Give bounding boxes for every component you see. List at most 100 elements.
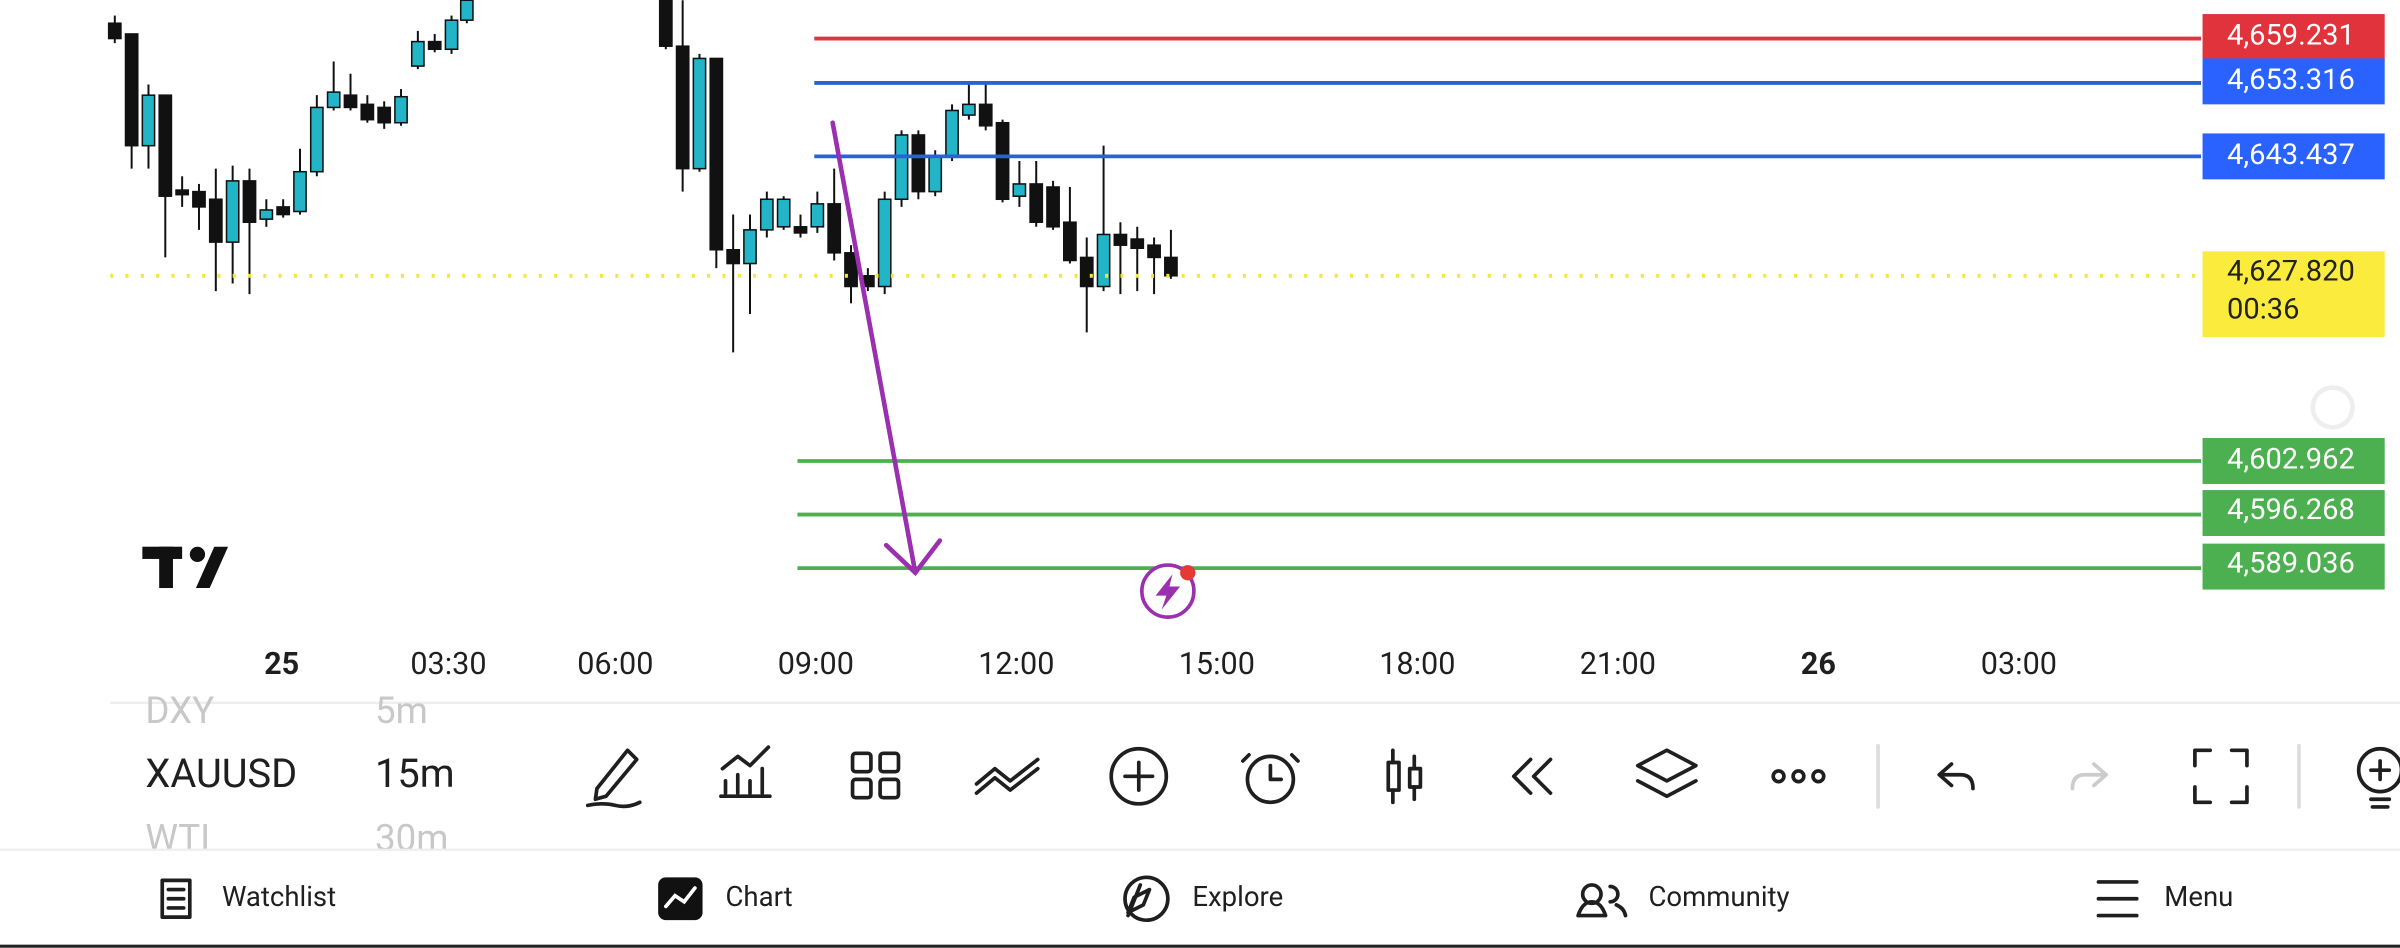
candle-body — [444, 19, 459, 51]
nav-item[interactable]: Explore — [1192, 880, 1283, 913]
layers[interactable] — [1635, 748, 1698, 799]
more[interactable] — [1771, 769, 1826, 784]
candle-body — [776, 198, 791, 228]
symbol-faded[interactable]: WTI — [145, 816, 210, 859]
candle-body — [459, 0, 474, 21]
candle-body — [343, 94, 358, 109]
replay[interactable] — [1511, 757, 1553, 795]
candle-body — [410, 40, 425, 67]
candle-body — [793, 226, 808, 234]
ideas[interactable] — [2356, 746, 2400, 809]
price-label: 4,659.231 — [2227, 19, 2355, 53]
candle-body — [309, 106, 324, 173]
candle-body — [360, 103, 375, 121]
candle-body — [1046, 186, 1060, 228]
symbol[interactable]: XAUUSD — [145, 750, 297, 797]
candle-body — [810, 203, 825, 228]
interval-faded[interactable]: 5m — [375, 689, 428, 732]
candle-body — [844, 252, 858, 288]
price-label: 4,643.437 — [2227, 138, 2355, 172]
menu-icon[interactable] — [2096, 880, 2139, 918]
candle-body — [743, 229, 757, 265]
candle-body — [877, 198, 892, 288]
nav-item[interactable]: Menu — [2164, 880, 2233, 913]
undo[interactable] — [1937, 762, 1975, 791]
time-label: 03:00 — [1981, 647, 2057, 682]
watchlist-icon[interactable] — [160, 878, 192, 919]
time-axis: 25 03:30 06:00 09:00 12:00 15:00 18:00 21:00 26 0… — [264, 647, 2057, 682]
nav-item[interactable]: Watchlist — [222, 880, 336, 913]
time-label: 21:00 — [1580, 647, 1656, 682]
time-label: 03:30 — [410, 647, 486, 682]
bar-style[interactable] — [1386, 748, 1423, 805]
price-label: 4,653.316 — [2227, 63, 2355, 97]
price-label-bg — [2202, 133, 2385, 180]
candle-body — [709, 57, 724, 251]
time-label: 25 — [264, 647, 299, 682]
time-label: 06:00 — [577, 647, 653, 682]
nav-item[interactable]: Community — [1648, 880, 1789, 913]
candle-body — [293, 170, 307, 213]
templates[interactable] — [850, 751, 901, 800]
fullscreen[interactable] — [2193, 748, 2249, 805]
candle-body — [1130, 238, 1145, 250]
time-label: 18:00 — [1379, 647, 1455, 682]
nav-icons — [160, 875, 2139, 923]
price-label: 4,602.962 — [2227, 443, 2355, 477]
candle-body — [107, 22, 122, 40]
candle-body — [394, 95, 408, 124]
time-label: 12:00 — [978, 647, 1054, 682]
add[interactable] — [1109, 746, 1169, 806]
candle-body — [259, 209, 274, 220]
nav-item[interactable]: Chart — [726, 880, 793, 913]
candle-body — [175, 189, 190, 196]
candle-body — [242, 180, 257, 223]
candle-body — [894, 134, 909, 201]
explore-icon[interactable] — [1123, 875, 1170, 923]
price-label-bg — [2202, 490, 2385, 536]
candle-body — [961, 103, 976, 116]
alert[interactable] — [1241, 753, 1300, 805]
candle-body — [377, 106, 392, 124]
time-label: 09:00 — [778, 647, 854, 682]
time-label: 26 — [1801, 647, 1836, 682]
candle-body — [427, 40, 442, 51]
candle-body — [1079, 256, 1094, 288]
logo — [142, 546, 229, 589]
draw-tool[interactable] — [585, 748, 642, 809]
candle-body — [276, 206, 291, 216]
candle-body — [1096, 233, 1111, 288]
chart-icon — [663, 886, 697, 909]
candle-body — [141, 94, 156, 147]
candle-body — [225, 180, 240, 243]
candle-body — [1147, 244, 1161, 259]
bottom-edge — [0, 944, 2400, 948]
symbol-faded[interactable]: DXY — [145, 689, 214, 732]
toolbar — [585, 743, 2400, 809]
alert-button[interactable] — [1140, 563, 1196, 619]
price-label-bg — [2202, 543, 2385, 590]
candle-body — [726, 248, 741, 265]
interval-faded[interactable]: 30m — [375, 816, 448, 859]
last-price: 4,627.820 — [2227, 254, 2355, 288]
candle-body — [158, 94, 173, 197]
interval[interactable]: 15m — [375, 750, 455, 797]
candles — [107, 0, 1178, 353]
candle-body — [124, 33, 139, 147]
last-price-bg — [2202, 251, 2385, 338]
candle-body — [1029, 183, 1044, 223]
candle-body — [326, 91, 341, 109]
candle-body — [928, 155, 943, 193]
candle-body — [1012, 183, 1027, 197]
candle-body — [1063, 221, 1077, 262]
candle-body — [945, 109, 959, 158]
indicators[interactable] — [719, 745, 772, 799]
community-icon[interactable] — [1576, 883, 1628, 918]
candle-body — [192, 190, 206, 208]
price-label-bg — [2202, 58, 2385, 105]
compare[interactable] — [974, 757, 1040, 795]
redo[interactable] — [2070, 762, 2108, 791]
